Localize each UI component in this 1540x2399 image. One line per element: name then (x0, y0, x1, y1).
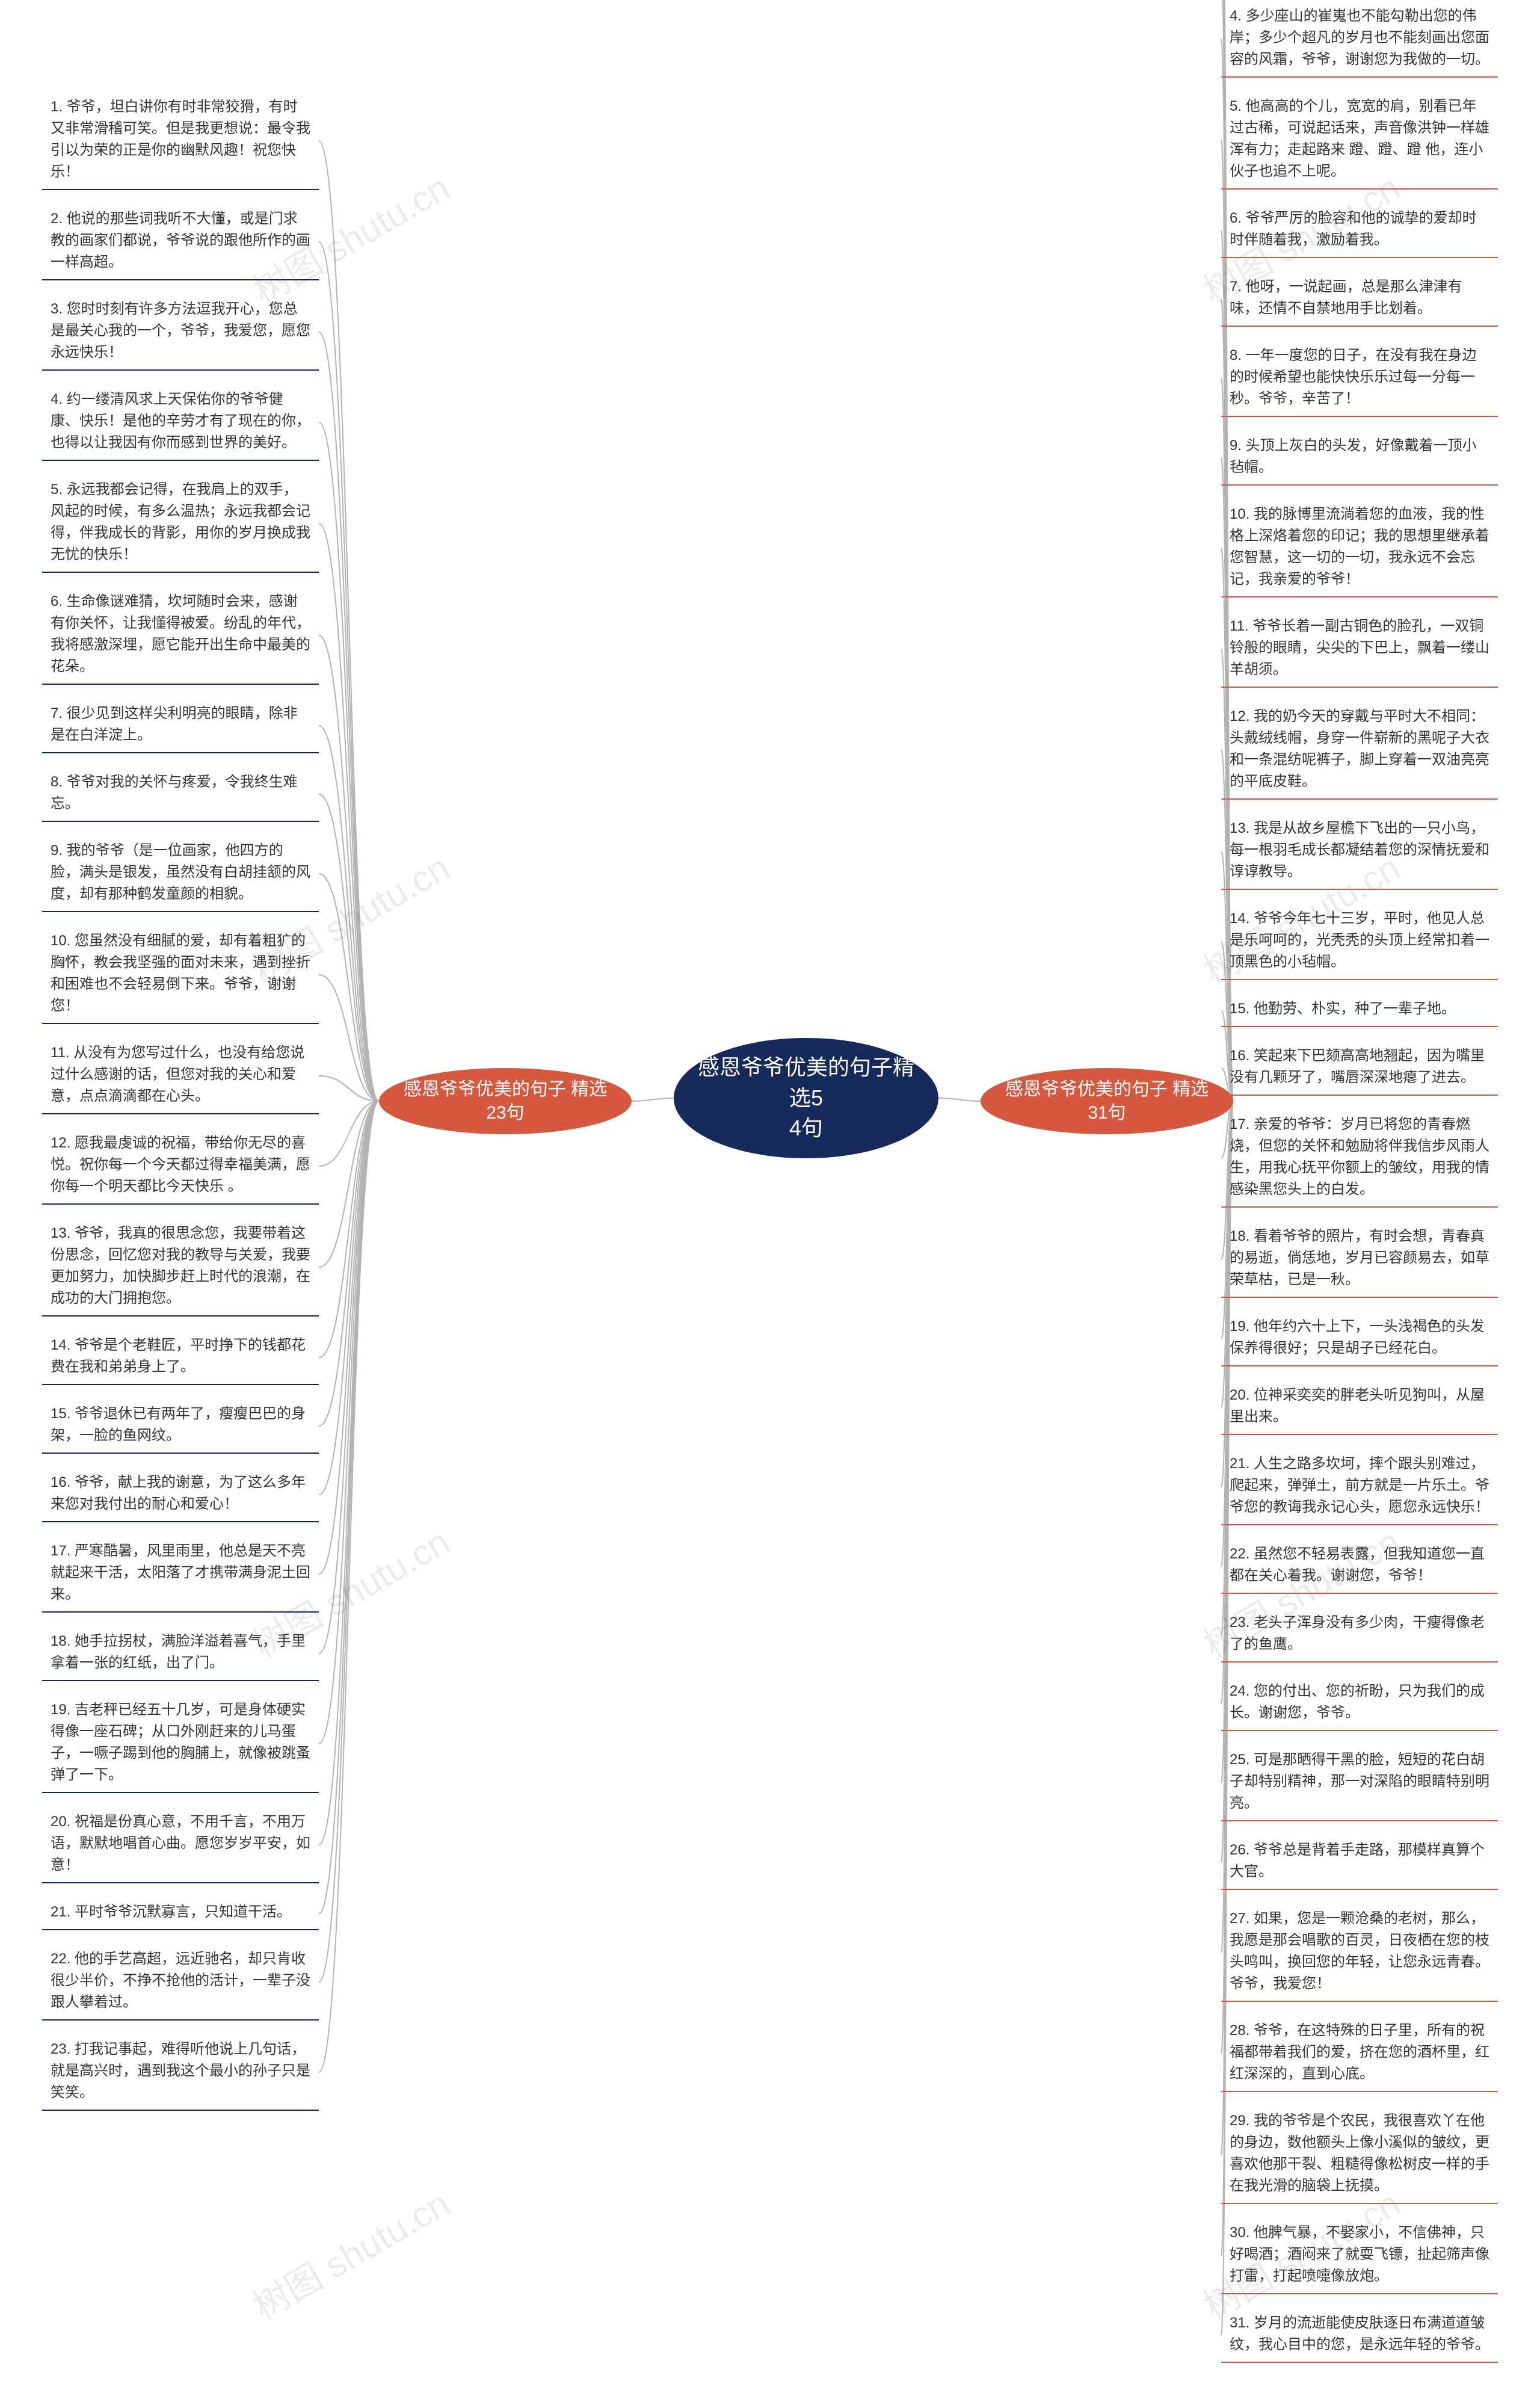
leaf-node: 16. 笑起来下巴颏高高地翘起，因为嘴里没有几颗牙了，嘴唇深深地瘪了进去。 (1221, 1040, 1498, 1096)
leaf-node: 20. 位神采奕奕的胖老头听见狗叫，从屋里出来。 (1221, 1380, 1498, 1435)
leaf-node: 27. 如果，您是一颗沧桑的老树，那么，我愿是那会唱歌的百灵，日夜栖在您的枝头鸣… (1221, 1903, 1498, 2002)
leaf-node: 5. 他高高的个儿，宽宽的肩，别看已年过古稀，可说起话来，声音像洪钟一样雄浑有力… (1221, 91, 1498, 190)
leaf-node: 18. 看着爷爷的照片，有时会想，青春真的易逝，倘恁地，岁月已容颜易去，如草荣草… (1221, 1221, 1498, 1298)
leaf-node: 31. 岁月的流逝能使皮肤逐日布满道道皱纹，我心目中的您，是永远年轻的爷爷。 (1221, 2308, 1498, 2363)
leaf-node: 14. 爷爷是个老鞋匠，平时挣下的钱都花费在我和弟弟身上了。 (42, 1330, 319, 1385)
watermark: 树图 shutu.cn (242, 2175, 458, 2330)
leaf-node: 13. 爷爷，我真的很思念您，我要带着这份思念，回忆您对我的教导与关爱，我要更加… (42, 1218, 319, 1317)
leaf-node: 10. 您虽然没有细腻的爱，却有着粗犷的胸怀，教会我坚强的面对未来，遇到挫折和困… (42, 925, 319, 1024)
leaf-node: 23. 打我记事起，难得听他说上几句话，就是高兴时，遇到我这个最小的孙子只是笑笑… (42, 2034, 319, 2111)
leaf-node: 30. 他脾气暴，不娶家小，不信佛神，只好喝酒；酒闷来了就耍飞镖，扯起筛声像打雷… (1221, 2217, 1498, 2294)
leaf-node: 7. 很少见到这样尖利明亮的眼睛，除非是在白洋淀上。 (42, 698, 319, 753)
leaf-node: 6. 爷爷严厉的脸容和他的诚挚的爱却时时伴随着我，激励着我。 (1221, 203, 1498, 258)
leaf-node: 29. 我的爷爷是个农民，我很喜欢丫在他的身边，数他额头上像小溪似的皱纹，更喜欢… (1221, 2105, 1498, 2204)
leaf-node: 19. 吉老秤已经五十几岁，可是身体硬实得像一座石碑；从口外刚赶来的儿马蛋子，一… (42, 1694, 319, 1793)
branch-node-left: 感恩爷爷优美的句子 精选23句 (379, 1068, 632, 1134)
leaf-node: 1. 爷爷，坦白讲你有时非常狡猾，有时又非常滑稽可笑。但是我更想说：最令我引以为… (42, 91, 319, 190)
leaf-node: 26. 爷爷总是背着手走路，那模样真算个 大官。 (1221, 1835, 1498, 1890)
leaf-node: 4. 约一缕清风求上天保佑你的爷爷健康、快乐！是他的辛劳才有了现在的你，也得以让… (42, 384, 319, 461)
leaf-node: 15. 爷爷退休已有两年了，瘦瘦巴巴的身架，一脸的鱼网纹。 (42, 1398, 319, 1454)
leaf-node: 11. 爷爷长着一副古铜色的脸孔，一双铜铃般的眼睛，尖尖的下巴上，飘着一缕山羊胡… (1221, 611, 1498, 688)
center-node: 感恩爷爷优美的句子精选54句 (674, 1038, 938, 1158)
leaf-node: 17. 严寒酷暑，风里雨里，他总是天不亮就起来干活，太阳落了才携带满身泥土回来。 (42, 1536, 319, 1613)
leaf-node: 21. 人生之路多坎坷，摔个跟头别难过，爬起来，弹弹土，前方就是一片乐土。爷爷您… (1221, 1448, 1498, 1525)
leaf-node: 9. 头顶上灰白的头发，好像戴着一顶小毡帽。 (1221, 430, 1498, 486)
leaf-node: 12. 我的奶今天的穿戴与平时大不相同：头戴绒线帽，身穿一件崭新的黑呢子大衣和一… (1221, 701, 1498, 800)
branch-node-right: 感恩爷爷优美的句子 精选31句 (981, 1068, 1233, 1134)
leaf-node: 19. 他年约六十上下，一头浅褐色的头发保养得很好；只是胡子已经花白。 (1221, 1311, 1498, 1366)
leaf-node: 9. 我的爷爷（是一位画家，他四方的脸，满头是银发，虽然没有白胡挂颔的风度，却有… (42, 835, 319, 912)
leaf-node: 20. 祝福是份真心意，不用千言，不用万语，默默地唱首心曲。愿您岁岁平安，如意！ (42, 1806, 319, 1883)
leaf-node: 15. 他勤劳、朴实，种了一辈子地。 (1221, 993, 1498, 1027)
leaf-node: 17. 亲爱的爷爷：岁月已将您的青春燃烧，但您的关怀和勉励将伴我信步风雨人生，用… (1221, 1109, 1498, 1208)
leaf-node: 5. 永远我都会记得，在我肩上的双手，风起的时候，有多么温热；永远我都会记得，伴… (42, 474, 319, 573)
leaf-node: 18. 她手拉拐杖，满脸洋溢着喜气，手里拿着一张的红纸，出了门。 (42, 1626, 319, 1681)
leaf-node: 8. 一年一度您的日子，在没有我在身边的时候希望也能快快乐乐过每一分每一秒。爷爷… (1221, 340, 1498, 417)
leaf-node: 10. 我的脉博里流淌着您的血液，我的性格上深烙着您的印记；我的思想里继承着您智… (1221, 499, 1498, 597)
leaf-node: 22. 他的手艺高超，远近驰名，却只肯收很少半价，不挣不抢他的活计，一辈子没跟人… (42, 1944, 319, 2021)
leaf-node: 24. 您的付出、您的祈盼，只为我们的成长。谢谢您，爷爷。 (1221, 1676, 1498, 1731)
leaf-node: 11. 从没有为您写过什么，也没有给您说过什么感谢的话，但您对我的关心和爱意，点… (42, 1037, 319, 1114)
leaf-node: 21. 平时爷爷沉默寡言，只知道干活。 (42, 1897, 319, 1930)
leaf-node: 13. 我是从故乡屋檐下飞出的一只小鸟，每一根羽毛成长都凝结着您的深情抚爱和谆谆… (1221, 813, 1498, 890)
leaf-node: 25. 可是那晒得干黑的脸，短短的花白胡子却特别精神，那一对深陷的眼睛特别明亮。 (1221, 1744, 1498, 1821)
leaf-node: 7. 他呀，一说起画，总是那么津津有味，还情不自禁地用手比划着。 (1221, 271, 1498, 327)
leaf-node: 22. 虽然您不轻易表露，但我知道您一直都在关心着我。谢谢您，爷爷！ (1221, 1539, 1498, 1594)
mindmap-canvas: 树图 shutu.cn树图 shutu.cn树图 shutu.cn树图 shut… (0, 0, 1540, 2399)
leaf-node: 16. 爷爷，献上我的谢意，为了这么多年来您对我付出的耐心和爱心！ (42, 1467, 319, 1522)
leaf-node: 2. 他说的那些词我听不大懂，或是门求教的画家们都说，爷爷说的跟他所作的画一样高… (42, 203, 319, 280)
leaf-node: 6. 生命像谜难猜，坎坷随时会来，感谢有你关怀，让我懂得被爱。纷乱的年代，我将感… (42, 586, 319, 685)
leaf-node: 14. 爷爷今年七十三岁，平时，他见人总是乐呵呵的，光秃秃的头顶上经常扣着一顶黑… (1221, 903, 1498, 980)
leaf-node: 28. 爷爷，在这特殊的日子里，所有的祝福都带着我们的爱，挤在您的酒杯里，红红深… (1221, 2015, 1498, 2092)
leaf-node: 4. 多少座山的崔嵬也不能勾勒出您的伟岸；多少个超凡的岁月也不能刻画出您面容的风… (1221, 1, 1498, 78)
leaf-node: 3. 您时时刻有许多方法逗我开心，您总是最关心我的一个，爷爷，我爱您，愿您永远快… (42, 294, 319, 371)
leaf-node: 12. 愿我最虔诚的祝福，带给你无尽的喜悦。祝你每一个今天都过得幸福美满，愿你每… (42, 1128, 319, 1205)
leaf-node: 23. 老头子浑身没有多少肉，干瘦得像老了的鱼鹰。 (1221, 1607, 1498, 1663)
leaf-node: 8. 爷爷对我的关怀与疼爱，令我终生难忘。 (42, 767, 319, 822)
